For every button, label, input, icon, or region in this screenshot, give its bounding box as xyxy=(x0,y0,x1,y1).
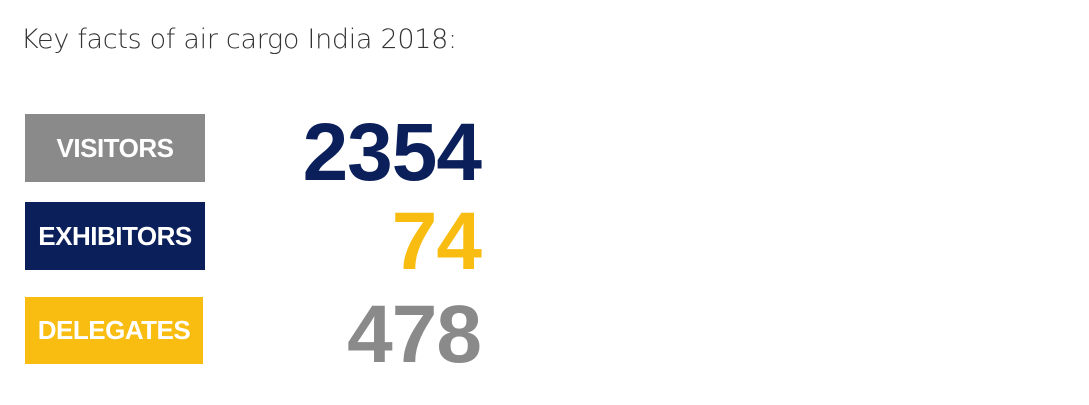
page-title: Key facts of air cargo India 2018: xyxy=(21,24,457,55)
visitors-value: 2354 xyxy=(302,107,482,198)
delegates-value: 478 xyxy=(347,289,482,380)
visitors-label: VISITORS xyxy=(25,114,205,182)
exhibitors-label: EXHIBITORS xyxy=(25,202,205,270)
exhibitors-value: 74 xyxy=(391,196,482,287)
delegates-label: DELEGATES xyxy=(25,297,203,364)
